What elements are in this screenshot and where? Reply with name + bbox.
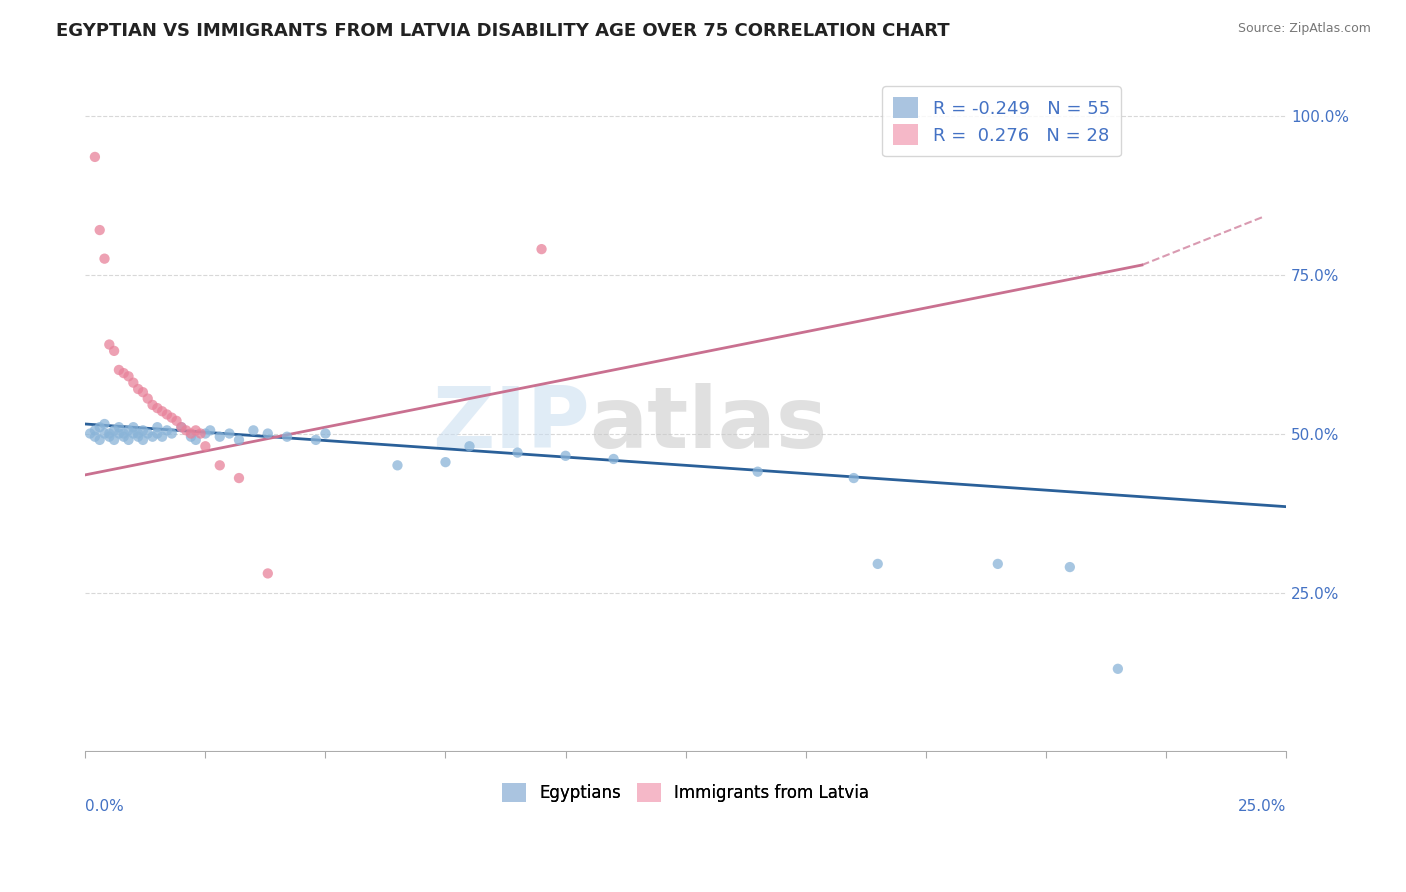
Point xyxy=(79,426,101,441)
Point xyxy=(89,420,111,434)
Text: Source: ZipAtlas.com: Source: ZipAtlas.com xyxy=(1237,22,1371,36)
Point xyxy=(103,423,125,437)
Point xyxy=(228,433,250,447)
Point xyxy=(98,430,121,444)
Point xyxy=(141,398,163,412)
Text: 0.0%: 0.0% xyxy=(86,798,124,814)
Point xyxy=(108,426,131,441)
Point xyxy=(198,423,221,437)
Point xyxy=(506,445,529,459)
Point xyxy=(84,150,107,164)
Point xyxy=(127,430,149,444)
Legend: Egyptians, Immigrants from Latvia: Egyptians, Immigrants from Latvia xyxy=(494,774,877,811)
Point xyxy=(117,423,139,437)
Point xyxy=(93,417,115,431)
Point xyxy=(122,426,145,441)
Point xyxy=(166,414,188,428)
Point xyxy=(84,423,107,437)
Point xyxy=(103,433,125,447)
Text: 25.0%: 25.0% xyxy=(1237,798,1286,814)
Point xyxy=(866,557,889,571)
Point xyxy=(132,423,155,437)
Point xyxy=(387,458,409,473)
Text: ZIP: ZIP xyxy=(432,383,589,467)
Point xyxy=(146,401,169,416)
Point xyxy=(112,430,135,444)
Point xyxy=(132,433,155,447)
Point xyxy=(218,426,240,441)
Point xyxy=(141,430,163,444)
Point xyxy=(98,337,121,351)
Point xyxy=(314,426,336,441)
Point xyxy=(93,426,115,441)
Point xyxy=(987,557,1010,571)
Point xyxy=(112,426,135,441)
Point xyxy=(84,430,107,444)
Point xyxy=(136,392,159,406)
Point xyxy=(136,426,159,441)
Point xyxy=(180,426,202,441)
Point xyxy=(146,426,169,441)
Point xyxy=(156,423,179,437)
Point xyxy=(122,376,145,390)
Point xyxy=(305,433,328,447)
Point xyxy=(602,452,624,467)
Point xyxy=(170,420,193,434)
Point xyxy=(458,439,481,453)
Point xyxy=(208,430,231,444)
Point xyxy=(93,252,115,266)
Point xyxy=(89,433,111,447)
Point xyxy=(190,426,212,441)
Point xyxy=(842,471,865,485)
Point xyxy=(117,369,139,384)
Point xyxy=(1059,560,1081,574)
Point xyxy=(554,449,576,463)
Point xyxy=(103,343,125,358)
Point xyxy=(228,471,250,485)
Point xyxy=(184,433,207,447)
Point xyxy=(184,423,207,437)
Point xyxy=(160,410,183,425)
Point xyxy=(156,408,179,422)
Point xyxy=(180,430,202,444)
Point xyxy=(194,426,217,441)
Point xyxy=(122,420,145,434)
Point xyxy=(1107,662,1129,676)
Point xyxy=(170,420,193,434)
Point xyxy=(117,433,139,447)
Text: atlas: atlas xyxy=(589,383,828,467)
Point xyxy=(434,455,457,469)
Point xyxy=(89,223,111,237)
Point xyxy=(150,430,173,444)
Point xyxy=(112,366,135,380)
Point xyxy=(98,426,121,441)
Point xyxy=(208,458,231,473)
Point xyxy=(194,439,217,453)
Point xyxy=(276,430,298,444)
Point xyxy=(256,426,278,441)
Point xyxy=(256,566,278,581)
Point xyxy=(174,423,197,437)
Text: EGYPTIAN VS IMMIGRANTS FROM LATVIA DISABILITY AGE OVER 75 CORRELATION CHART: EGYPTIAN VS IMMIGRANTS FROM LATVIA DISAB… xyxy=(56,22,950,40)
Point xyxy=(146,420,169,434)
Point xyxy=(127,382,149,396)
Point xyxy=(108,420,131,434)
Point xyxy=(530,242,553,256)
Point xyxy=(747,465,769,479)
Point xyxy=(160,426,183,441)
Point xyxy=(127,426,149,441)
Point xyxy=(150,404,173,418)
Point xyxy=(108,363,131,377)
Point xyxy=(242,423,264,437)
Point xyxy=(132,385,155,400)
